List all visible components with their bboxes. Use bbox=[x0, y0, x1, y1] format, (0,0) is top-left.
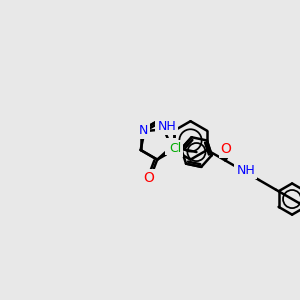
Text: NH: NH bbox=[157, 120, 176, 133]
Text: O: O bbox=[143, 171, 154, 185]
Text: NH: NH bbox=[236, 164, 255, 177]
Text: N: N bbox=[139, 124, 148, 137]
Text: N: N bbox=[167, 140, 176, 153]
Text: Cl: Cl bbox=[169, 142, 181, 155]
Text: O: O bbox=[220, 142, 232, 156]
